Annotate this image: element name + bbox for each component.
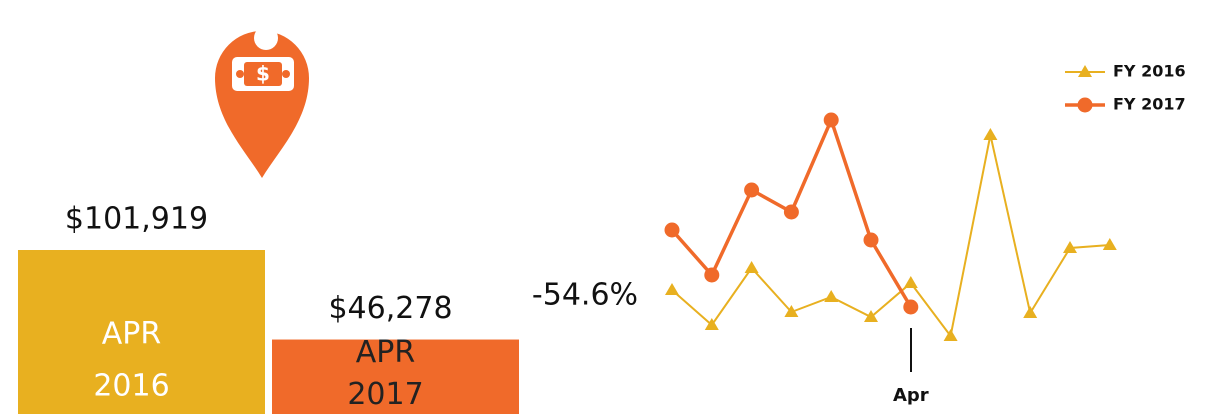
kpi-month: APR xyxy=(102,317,161,352)
kpi-value: $46,278 xyxy=(328,291,452,326)
point xyxy=(823,112,839,128)
point xyxy=(1063,241,1077,253)
point xyxy=(983,128,998,140)
point xyxy=(943,329,958,341)
kpi-bar xyxy=(272,339,519,414)
point xyxy=(903,299,919,315)
pin-icon: $ xyxy=(215,26,310,178)
x-tick-label: Apr xyxy=(893,385,929,406)
point xyxy=(664,222,680,238)
point xyxy=(784,305,799,317)
legend-label: FY 2016 xyxy=(1113,62,1186,81)
point xyxy=(783,204,799,220)
point xyxy=(1102,238,1117,250)
legend-label: FY 2017 xyxy=(1113,95,1186,114)
point xyxy=(864,310,878,322)
kpi-year: 2016 xyxy=(93,369,169,404)
legend-marker xyxy=(1078,65,1092,77)
point xyxy=(665,283,679,295)
kpi-bar xyxy=(18,250,265,414)
point xyxy=(863,232,879,248)
series-line xyxy=(671,134,1110,339)
point xyxy=(744,182,760,198)
point xyxy=(704,318,719,330)
point xyxy=(1023,306,1038,318)
change-label: -54.6% xyxy=(532,278,638,313)
kpi-year: 2017 xyxy=(347,377,423,412)
kpi-month: APR xyxy=(356,335,415,370)
point xyxy=(824,290,839,302)
point xyxy=(744,261,759,273)
point xyxy=(704,267,720,283)
svg-text:$: $ xyxy=(256,62,270,86)
point xyxy=(903,276,918,288)
legend-marker xyxy=(1077,97,1093,113)
kpi-value: $101,919 xyxy=(65,202,208,237)
